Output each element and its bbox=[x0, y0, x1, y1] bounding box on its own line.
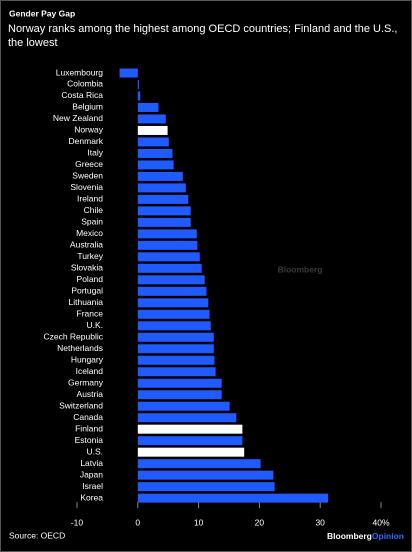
bar bbox=[137, 344, 214, 354]
logo-brand: Bloomberg bbox=[327, 531, 372, 541]
y-tick-label: Ireland bbox=[77, 194, 103, 204]
y-tick-label: Belgium bbox=[72, 102, 103, 112]
y-tick-label: Mexico bbox=[76, 228, 103, 238]
watermark: Bloomberg bbox=[278, 264, 323, 274]
y-tick-label: Poland bbox=[77, 274, 104, 284]
bar bbox=[137, 275, 205, 285]
bar bbox=[137, 401, 230, 411]
y-tick-label: Greece bbox=[75, 159, 103, 169]
y-tick-label: France bbox=[77, 309, 104, 319]
y-tick-label: Sweden bbox=[72, 171, 103, 181]
y-tick-label: Switzerland bbox=[59, 400, 103, 410]
bar bbox=[137, 137, 169, 147]
y-tick-label: Portugal bbox=[71, 286, 103, 296]
x-tick-label: 20 bbox=[255, 517, 265, 527]
bar bbox=[137, 298, 209, 308]
y-tick-label: Turkey bbox=[77, 251, 103, 261]
subtitle-box: Norway ranks among the highest among OEC… bbox=[8, 23, 398, 49]
bar bbox=[137, 217, 191, 227]
y-tick-label: Israel bbox=[82, 481, 103, 491]
bar bbox=[137, 183, 186, 193]
chart-title: Gender Pay Gap bbox=[9, 8, 75, 18]
bar bbox=[137, 102, 159, 112]
bar bbox=[137, 160, 174, 170]
bar bbox=[137, 367, 216, 377]
bar bbox=[137, 378, 222, 388]
y-tick-label: Colombia bbox=[67, 79, 103, 89]
x-tick-label: -10 bbox=[71, 517, 84, 527]
y-tick-label: New Zealand bbox=[53, 113, 103, 123]
bar bbox=[137, 229, 197, 239]
bar bbox=[137, 355, 215, 365]
bar bbox=[137, 309, 210, 319]
y-tick-label: Hungary bbox=[71, 355, 104, 365]
bar bbox=[137, 125, 168, 135]
bar bbox=[137, 482, 275, 492]
y-tick-label: Australia bbox=[70, 240, 103, 250]
bar bbox=[137, 286, 207, 296]
y-tick-label: Estonia bbox=[75, 435, 104, 445]
y-tick-label: U.K. bbox=[86, 320, 103, 330]
bar bbox=[137, 332, 214, 342]
y-tick-label: Lithuania bbox=[68, 297, 103, 307]
x-tick-label: 0 bbox=[135, 517, 140, 527]
y-tick-label: U.S. bbox=[86, 446, 103, 456]
y-tick-label: Korea bbox=[80, 492, 103, 502]
y-tick-label: Slovakia bbox=[71, 263, 103, 273]
bar bbox=[137, 206, 191, 216]
bar bbox=[137, 171, 183, 181]
bar bbox=[137, 493, 329, 503]
bar bbox=[137, 436, 243, 446]
bar bbox=[137, 79, 140, 89]
bar bbox=[137, 390, 222, 400]
bar bbox=[137, 459, 261, 469]
x-tick-label: 10 bbox=[194, 517, 204, 527]
bar bbox=[137, 321, 211, 331]
bar bbox=[137, 424, 243, 434]
y-tick-label: Germany bbox=[68, 377, 104, 387]
bar bbox=[137, 194, 189, 204]
y-tick-label: Czech Republic bbox=[43, 332, 103, 342]
bar bbox=[137, 447, 245, 457]
y-tick-label: Luxembourg bbox=[56, 67, 104, 77]
source: Source: OECD bbox=[9, 530, 65, 540]
y-tick-label: Slovenia bbox=[70, 182, 103, 192]
bar bbox=[137, 263, 202, 273]
bar bbox=[137, 240, 198, 250]
chart-subtitle: Norway ranks among the highest among OEC… bbox=[8, 23, 398, 49]
y-tick-label: Denmark bbox=[69, 136, 104, 146]
y-tick-label: Italy bbox=[87, 148, 103, 158]
bar bbox=[119, 68, 138, 78]
y-tick-label: Iceland bbox=[76, 366, 104, 376]
y-tick-label: Finland bbox=[75, 423, 103, 433]
y-tick-label: Costa Rica bbox=[61, 90, 103, 100]
bar bbox=[137, 114, 166, 124]
x-tick-label: 30 bbox=[315, 517, 325, 527]
bar bbox=[137, 252, 200, 262]
y-tick-label: Spain bbox=[81, 217, 103, 227]
y-tick-label: Netherlands bbox=[57, 343, 103, 353]
y-tick-label: Austria bbox=[77, 389, 104, 399]
bar bbox=[137, 91, 141, 101]
bar bbox=[137, 148, 173, 158]
y-tick-label: Japan bbox=[80, 469, 103, 479]
y-tick-label: Canada bbox=[73, 412, 103, 422]
y-tick-label: Norway bbox=[74, 125, 104, 135]
bar bbox=[137, 470, 274, 480]
y-tick-label: Chile bbox=[84, 205, 104, 215]
y-tick-label: Latvia bbox=[80, 458, 103, 468]
logo-product: Opinion bbox=[372, 531, 404, 541]
bar bbox=[137, 413, 237, 423]
logo: BloombergOpinion bbox=[327, 531, 404, 541]
x-tick-label: 40% bbox=[372, 517, 389, 527]
